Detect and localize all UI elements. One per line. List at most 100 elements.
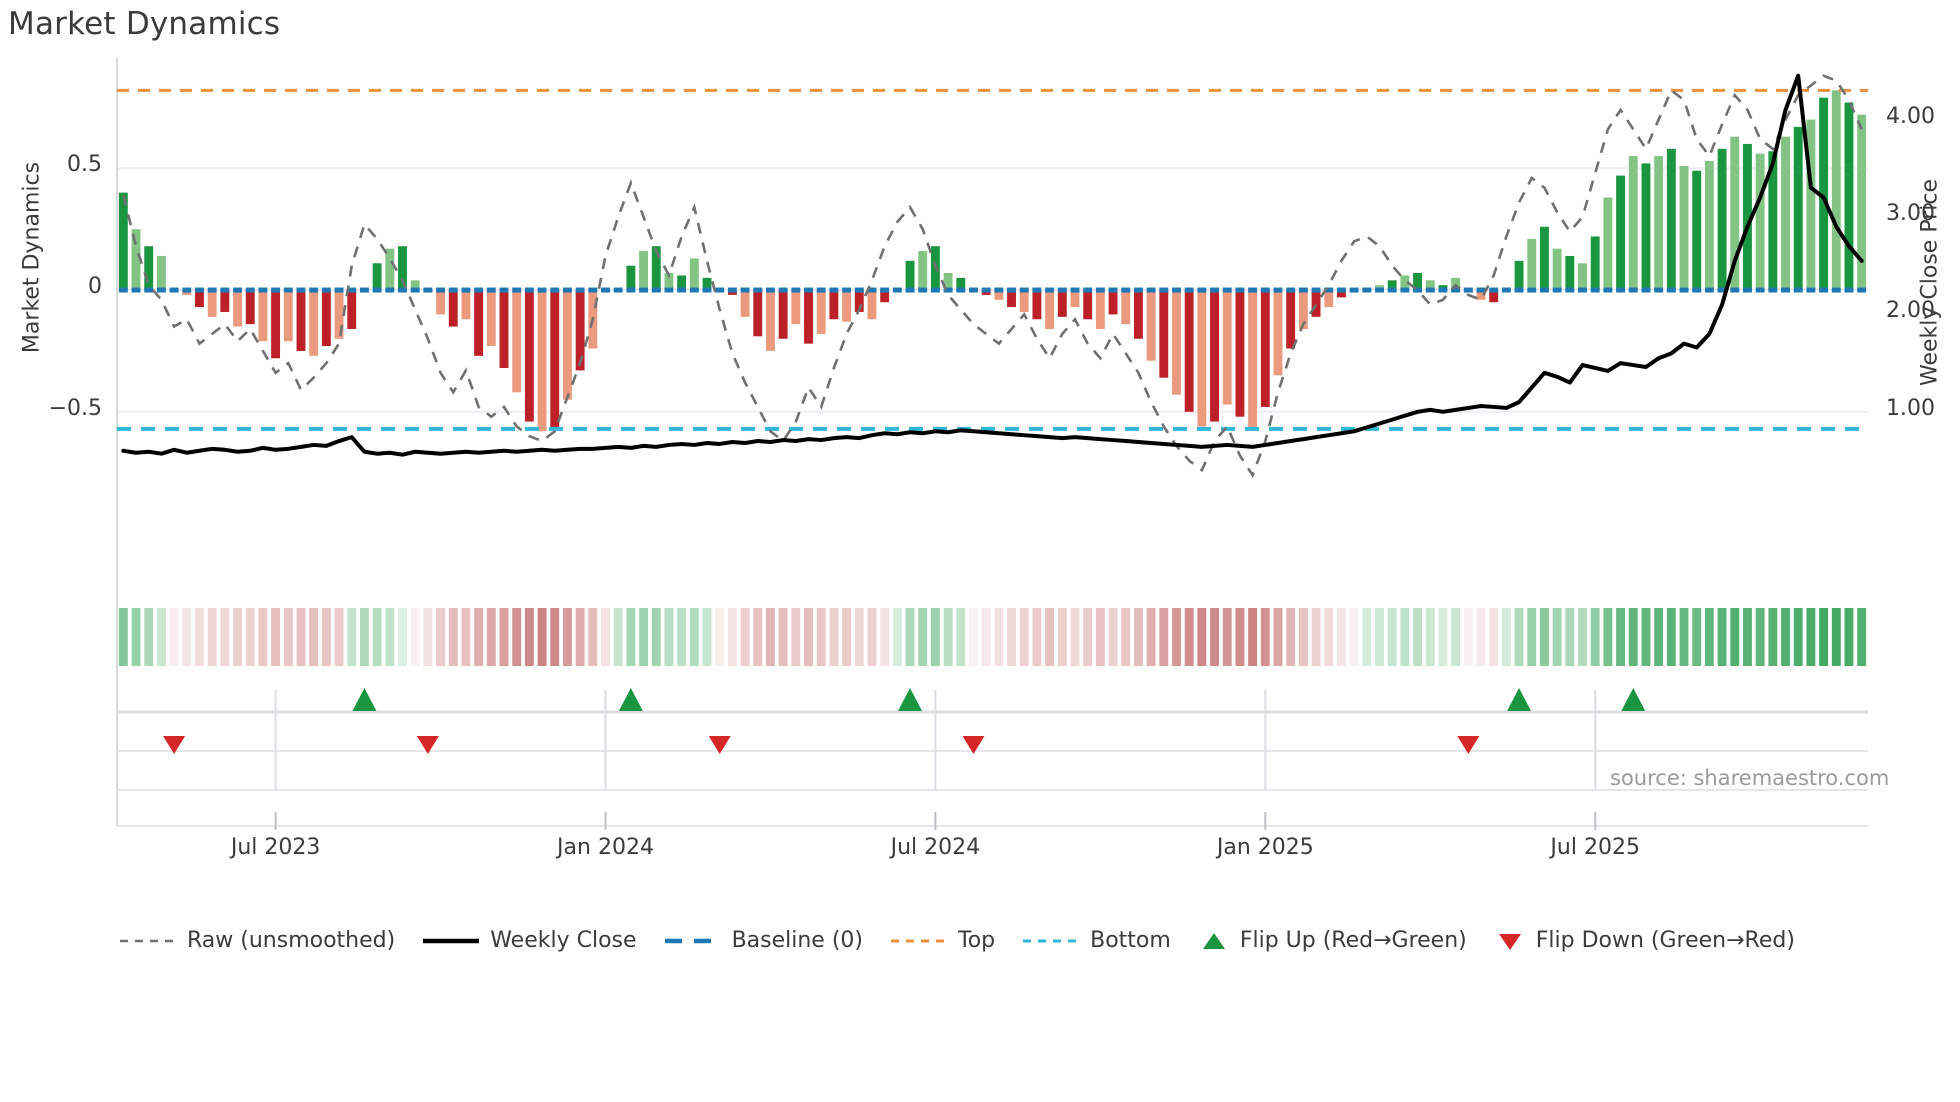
legend-raw[interactable]: Raw (unsmoothed) — [120, 928, 395, 953]
dynamics-bar — [816, 290, 826, 334]
dynamics-bar — [1425, 280, 1435, 291]
dynamics-bar — [1641, 163, 1651, 291]
heatmap-cell — [309, 608, 319, 666]
heatmap-cell — [410, 608, 420, 666]
heatmap-cell — [727, 608, 737, 666]
baseline-marker — [766, 287, 775, 293]
x-tick: Jul 2023 — [230, 835, 321, 860]
dynamics-bar — [512, 290, 522, 393]
baseline-marker — [1806, 287, 1816, 293]
baseline-marker — [905, 287, 915, 293]
baseline-marker — [448, 287, 458, 293]
heatmap-cell — [321, 608, 331, 666]
x-tick: Jan 2024 — [557, 835, 654, 860]
dynamics-bar — [461, 290, 471, 320]
heatmap-cell — [461, 608, 471, 666]
dynamics-bar — [651, 246, 661, 291]
heatmap-cell — [195, 608, 204, 666]
baseline-marker — [524, 287, 534, 293]
baseline-marker — [1298, 287, 1308, 293]
dynamics-bar — [1755, 153, 1765, 291]
dynamics-bar — [1260, 290, 1270, 407]
baseline-marker — [1273, 287, 1283, 293]
baseline-marker — [410, 287, 420, 293]
legend-baseline[interactable]: Baseline (0) — [664, 928, 863, 953]
dynamics-bar — [1387, 280, 1397, 291]
dynamics-bar — [1007, 290, 1016, 308]
heatmap-cell — [1057, 608, 1067, 666]
heatmap-cell — [918, 608, 928, 666]
heatmap-cell — [1095, 608, 1105, 666]
dynamics-bar — [1679, 165, 1689, 291]
weekly-close-line — [121, 73, 1864, 457]
baseline-marker — [1184, 287, 1194, 293]
baseline-marker — [334, 287, 344, 293]
dynamics-bar — [1273, 290, 1283, 376]
baseline-marker — [1159, 287, 1169, 293]
baseline-marker — [283, 287, 293, 293]
heatmap-cell — [398, 608, 407, 666]
dynamics-bar — [1857, 114, 1867, 291]
dynamics-bar — [1019, 290, 1029, 312]
heatmap-cell — [372, 608, 382, 666]
baseline-marker — [677, 287, 687, 293]
dynamics-bar — [258, 290, 268, 342]
baseline-marker — [1045, 287, 1055, 293]
flip-up-marker — [1621, 688, 1646, 711]
heatmap-cell — [1019, 608, 1029, 666]
baseline-marker — [880, 287, 890, 293]
dynamics-bar — [1514, 260, 1524, 291]
baseline-marker — [918, 287, 928, 293]
legend-bottom[interactable]: Bottom — [1023, 928, 1171, 953]
heatmap-cell — [1578, 608, 1587, 666]
baseline-marker — [474, 287, 484, 293]
heatmap-cell — [1172, 608, 1181, 666]
dynamics-bar — [1286, 290, 1296, 349]
heatmap-cell — [1768, 608, 1778, 666]
heatmap-cell — [1692, 608, 1702, 666]
heatmap-cell — [1501, 608, 1511, 666]
baseline-marker — [943, 287, 953, 293]
heatmap-cell — [1248, 608, 1258, 666]
heatmap-cell — [1146, 608, 1156, 666]
dynamics-bar — [1781, 136, 1790, 291]
heatmap-cell — [626, 608, 636, 666]
legend-baseline-label: Baseline (0) — [731, 928, 863, 953]
baseline-marker — [651, 287, 661, 293]
baseline-marker — [1679, 287, 1689, 293]
legend-top[interactable]: Top — [891, 928, 995, 953]
dynamics-bar — [372, 263, 382, 291]
baseline-marker — [1400, 287, 1410, 293]
baseline-marker — [537, 287, 547, 293]
dynamics-bar — [1070, 290, 1080, 308]
heatmap-cell — [943, 608, 953, 666]
baseline-marker — [854, 287, 864, 293]
dynamics-bar — [1197, 290, 1207, 427]
baseline-marker — [398, 287, 407, 293]
dynamics-bar — [499, 290, 509, 368]
dynamics-bar — [1603, 197, 1613, 291]
legend-weekly-close[interactable]: Weekly Close — [423, 928, 637, 953]
baseline-marker — [169, 287, 179, 293]
dynamics-bar — [1768, 151, 1778, 291]
heatmap-cell — [1070, 608, 1080, 666]
dynamics-bar — [233, 290, 242, 327]
baseline-marker — [1755, 287, 1765, 293]
legend-flip-down-label: Flip Down (Green→Red) — [1535, 928, 1795, 953]
legend-flip-down[interactable]: Flip Down (Green→Red) — [1495, 928, 1795, 953]
baseline-marker — [131, 287, 141, 293]
heatmap-cell — [550, 608, 560, 666]
heatmap-cell — [169, 608, 179, 666]
baseline-marker — [258, 287, 268, 293]
dynamics-bar — [575, 290, 585, 371]
heatmap-cell — [1413, 608, 1423, 666]
baseline-marker — [981, 287, 991, 293]
dynamics-bar — [1146, 290, 1156, 361]
heatmap-cell — [956, 608, 966, 666]
heatmap-cell — [1730, 608, 1740, 666]
baseline-marker — [1286, 287, 1296, 293]
y-tick-right: 3.00 — [1886, 200, 1935, 226]
dynamics-bar — [1413, 273, 1423, 291]
legend-flip-up[interactable]: Flip Up (Red→Green) — [1199, 928, 1467, 953]
heatmap-cell — [1032, 608, 1042, 666]
